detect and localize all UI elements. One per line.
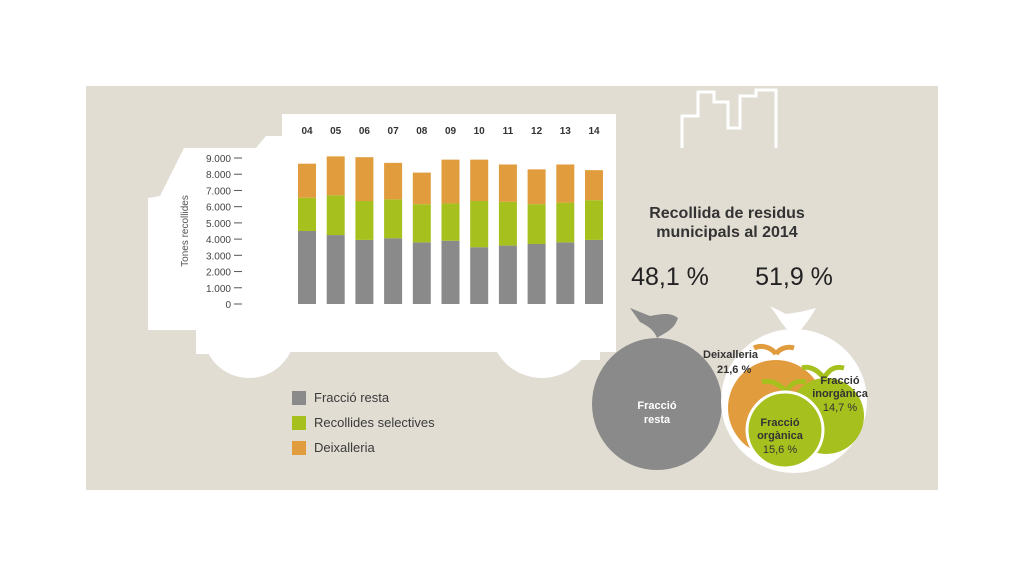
legend-swatch-resta: [292, 390, 306, 405]
bar-segment-resta: [355, 239, 374, 304]
x-category-label: 14: [588, 126, 600, 137]
bar-segment-resta: [498, 245, 517, 304]
legend-swatch-deixalleria: [292, 440, 306, 455]
y-tick-label: 2.000: [206, 268, 231, 279]
deixalleria-label-1: Deixalleria: [703, 349, 759, 361]
bar-segment-resta: [384, 238, 403, 304]
y-tick-label: 8.000: [206, 170, 231, 181]
x-category-label: 09: [445, 126, 457, 137]
bar-segment-selectives: [470, 200, 489, 248]
legend-item-resta: Fracció resta: [292, 390, 389, 405]
bar-segment-selectives: [441, 203, 460, 241]
chart-title-line2: municipals al 2014: [656, 224, 798, 241]
deixalleria-label-2: 21,6 %: [717, 364, 751, 376]
bar-segment-deixalleria: [498, 164, 517, 202]
x-category-label: 12: [531, 126, 543, 137]
percent-resta: 48,1 %: [631, 263, 709, 291]
inorganica-label-1: Fracció: [820, 375, 859, 387]
y-tick-label: 6.000: [206, 203, 231, 214]
x-category-label: 04: [301, 126, 313, 137]
bar-segment-deixalleria: [298, 163, 316, 198]
skyline-outline: [680, 88, 778, 148]
legend-item-selectives: Recollides selectives: [292, 415, 435, 430]
bar-segment-deixalleria: [326, 156, 345, 196]
bag-resta-label-2: resta: [644, 414, 671, 426]
bar-segment-resta: [527, 243, 546, 304]
bar-segment-selectives: [556, 202, 575, 243]
y-tick-label: 3.000: [206, 251, 231, 262]
x-category-label: 06: [359, 126, 371, 137]
bar-segment-selectives: [326, 195, 345, 236]
x-category-label: 10: [474, 126, 486, 137]
x-category-label: 08: [416, 126, 428, 137]
bar-segment-resta: [441, 240, 460, 304]
y-tick-label: 9.000: [206, 154, 231, 165]
bar-segment-resta: [412, 242, 431, 304]
legend-item-deixalleria: Deixalleria: [292, 440, 375, 455]
infographic-panel: 9.000 8.000 7.000 6.000 5.000 4.000 3.000 2.000…: [86, 86, 938, 490]
legend-label-resta: Fracció resta: [314, 390, 390, 405]
bar-segment-deixalleria: [470, 159, 489, 201]
inorganica-label-3: 14,7 %: [823, 402, 857, 414]
x-category-label: 11: [503, 126, 514, 137]
bar-segment-selectives: [298, 197, 316, 231]
legend-label-deixalleria: Deixalleria: [314, 440, 375, 455]
legend-label-selectives: Recollides selectives: [314, 415, 435, 430]
bar-segment-deixalleria: [527, 169, 546, 205]
chart-title-line1: Recollida de residus: [649, 205, 805, 222]
percent-selectives: 51,9 %: [755, 263, 833, 291]
bar-segment-deixalleria: [585, 170, 603, 201]
y-tick-label: 0: [225, 300, 231, 311]
bar-segment-resta: [585, 239, 603, 304]
y-axis-label: Tones recollides: [180, 195, 191, 267]
bar-segment-selectives: [498, 201, 517, 246]
bag-selectives: Deixalleria 21,6 % Fracció inorgànica 14…: [703, 306, 869, 473]
bar-segment-selectives: [527, 204, 546, 244]
bar-segment-selectives: [585, 200, 603, 240]
bar-segment-resta: [298, 231, 316, 304]
bar-segment-selectives: [412, 204, 431, 243]
y-tick-label: 1.000: [206, 284, 231, 295]
x-category-label: 13: [560, 126, 572, 137]
y-axis: 9.000 8.000 7.000 6.000 5.000 4.000 3.000 2.000…: [206, 154, 242, 311]
organica-label-1: Fracció: [760, 417, 799, 429]
infographic-svg: 9.000 8.000 7.000 6.000 5.000 4.000 3.000 2.000…: [148, 88, 869, 473]
bar-segment-resta: [470, 247, 489, 304]
x-category-label: 07: [388, 126, 400, 137]
legend-swatch-selectives: [292, 415, 306, 430]
bar-segment-selectives: [355, 200, 374, 240]
bag-resta-label-1: Fracció: [637, 400, 676, 412]
inorganica-label-2: inorgànica: [812, 388, 869, 400]
bag-resta: Fracció resta: [592, 308, 722, 470]
y-tick-label: 4.000: [206, 235, 231, 246]
y-tick-label: 5.000: [206, 219, 231, 230]
organica-label-2: orgànica: [757, 430, 804, 442]
y-tick-label: 7.000: [206, 186, 231, 197]
organica-label-3: 15,6 %: [763, 444, 797, 456]
x-category-label: 05: [330, 126, 342, 137]
bar-segment-deixalleria: [441, 159, 460, 204]
bar-segment-deixalleria: [412, 172, 431, 205]
bar-segment-deixalleria: [384, 162, 403, 200]
bar-segment-deixalleria: [556, 164, 575, 203]
bar-segment-deixalleria: [355, 157, 374, 201]
bar-segment-selectives: [384, 199, 403, 239]
bar-chart: 04 05 06 07 08 09 10 11 12 13 14: [298, 126, 603, 304]
bar-segment-resta: [326, 235, 345, 304]
bar-segment-resta: [556, 242, 575, 304]
